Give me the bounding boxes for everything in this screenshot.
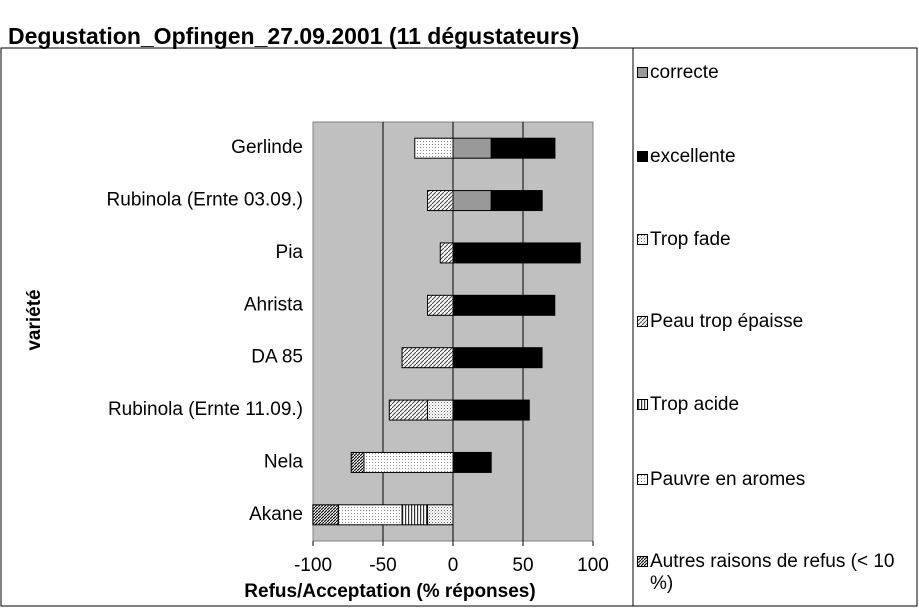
y-tick-label: Pia bbox=[276, 242, 304, 263]
y-tick-label: Akane bbox=[249, 504, 303, 525]
legend-swatch bbox=[637, 67, 648, 78]
bar-segment bbox=[490, 190, 543, 212]
legend-label: Trop acide bbox=[650, 394, 740, 415]
x-tick-label: 0 bbox=[448, 555, 459, 576]
legend-swatch bbox=[637, 474, 648, 485]
y-tick-label: Ahrista bbox=[244, 294, 304, 315]
x-axis-label: Refus/Acceptation (% réponses) bbox=[244, 581, 535, 602]
bar-segment bbox=[337, 504, 403, 526]
bar-segment bbox=[414, 137, 454, 159]
bar-segment bbox=[350, 451, 365, 473]
x-tick-label: -100 bbox=[294, 555, 332, 576]
legend-label: correcte bbox=[650, 62, 719, 83]
x-tick-label: 100 bbox=[577, 555, 609, 576]
bar-segment bbox=[490, 137, 556, 159]
legend-label: Autres raisons de refus (< 10 %) bbox=[650, 551, 895, 594]
legend-swatch bbox=[637, 556, 648, 567]
bar-segment bbox=[312, 504, 339, 526]
legend-swatch bbox=[637, 316, 648, 327]
bar-segment bbox=[427, 504, 454, 526]
legend-swatch bbox=[637, 399, 648, 410]
y-tick-label: Rubinola (Ernte 03.09.) bbox=[107, 190, 303, 211]
bar-segment bbox=[452, 399, 530, 421]
bar-segment bbox=[452, 242, 581, 264]
legend-label: Peau trop épaisse bbox=[650, 311, 804, 332]
bar-segment bbox=[427, 399, 454, 421]
bar-segment bbox=[439, 242, 454, 264]
y-tick-label: DA 85 bbox=[251, 347, 303, 368]
bar-segment bbox=[452, 294, 556, 316]
legend-label: Pauvre en aromes bbox=[650, 469, 806, 490]
bar-segment bbox=[363, 451, 454, 473]
y-tick-label: Rubinola (Ernte 11.09.) bbox=[108, 399, 303, 420]
x-tick-label: -50 bbox=[369, 555, 396, 576]
bar-segment bbox=[427, 190, 454, 212]
bar-segment bbox=[452, 451, 492, 473]
bar-segment bbox=[452, 137, 492, 159]
bar-segment bbox=[388, 399, 429, 421]
bar-segment bbox=[452, 347, 543, 369]
bar-segment bbox=[401, 504, 429, 526]
x-tick-label: 50 bbox=[512, 555, 533, 576]
legend-label: Trop fade bbox=[650, 229, 731, 250]
legend-label: excellente bbox=[650, 146, 736, 167]
y-tick-label: Nela bbox=[264, 451, 304, 472]
bar-segment bbox=[427, 294, 454, 316]
chart-title: Degustation_Opfingen_27.09.2001 (11 dégu… bbox=[8, 23, 579, 49]
bar-segment bbox=[401, 347, 454, 369]
legend-swatch bbox=[637, 151, 648, 162]
bar-segment bbox=[452, 190, 492, 212]
y-tick-label: Gerlinde bbox=[231, 137, 303, 158]
legend-swatch bbox=[637, 234, 648, 245]
y-axis-label: variété bbox=[24, 289, 45, 350]
